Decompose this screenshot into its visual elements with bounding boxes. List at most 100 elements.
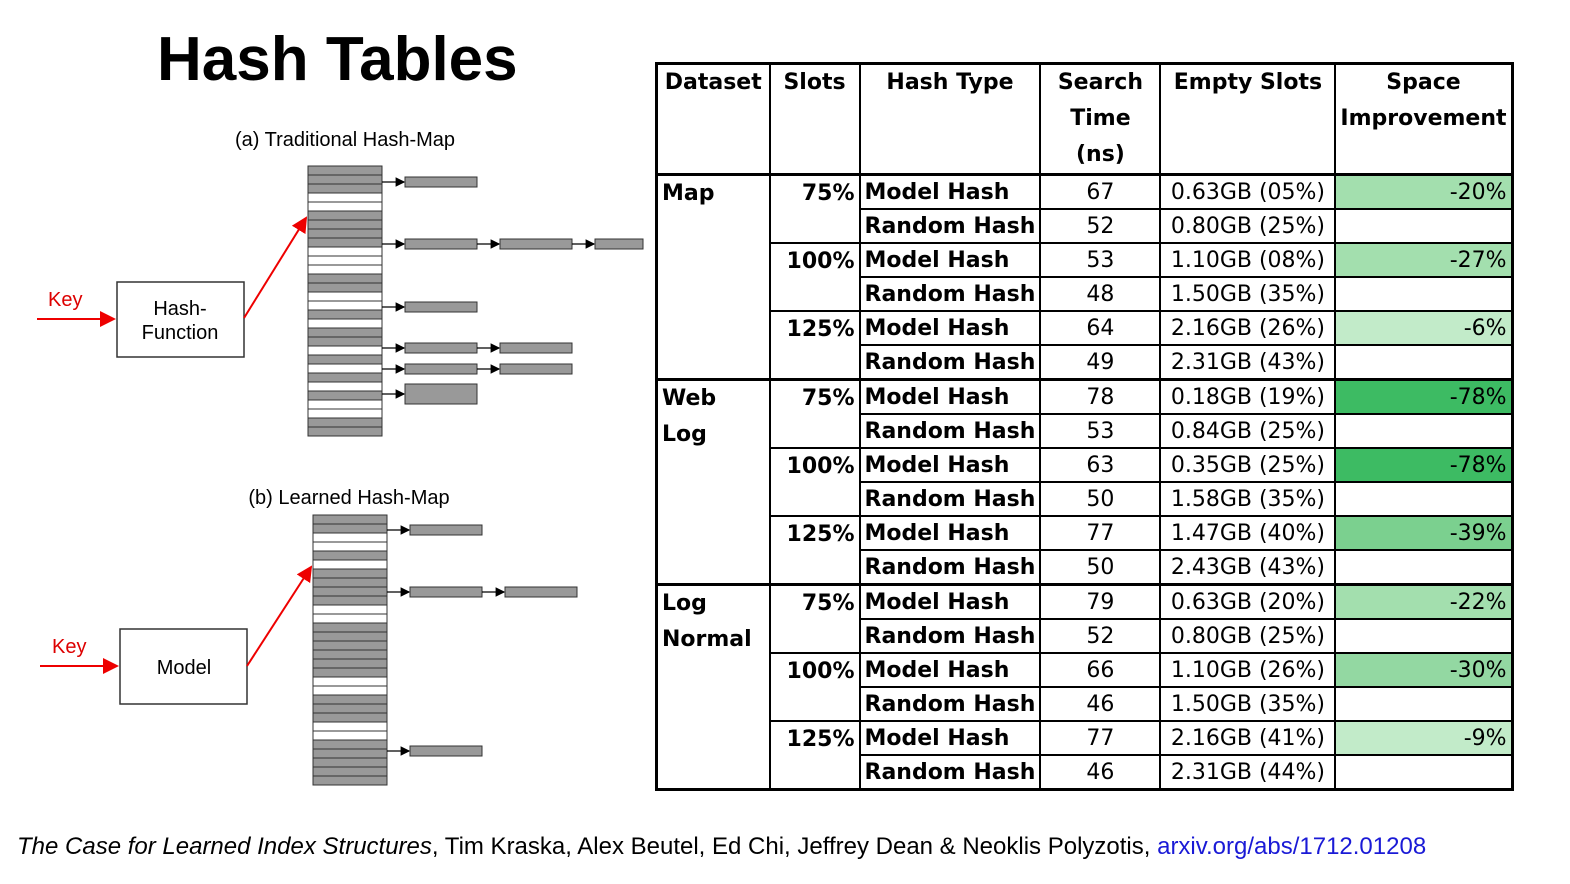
model-box bbox=[119, 628, 248, 705]
table-row: Map 75% Model Hash 67 0.63GB (05%) -20% bbox=[655, 173, 1514, 381]
bucket bbox=[307, 345, 383, 356]
hash-type-cell: Random Hash bbox=[858, 481, 1042, 517]
bucket bbox=[307, 165, 383, 176]
table-row: Web Log 75% Model Hash 78 0.18GB (19%) -78% bbox=[655, 378, 1514, 586]
bucket bbox=[307, 210, 383, 221]
chain-node bbox=[499, 342, 573, 354]
dataset-cell: Log Normal bbox=[655, 583, 771, 791]
bucket bbox=[307, 183, 383, 194]
bucket bbox=[312, 514, 388, 525]
bucket bbox=[307, 408, 383, 419]
hash-type-cell: Random Hash bbox=[858, 618, 1042, 654]
dataset-cell: Web Log bbox=[655, 378, 771, 586]
bucket-array bbox=[307, 165, 644, 437]
citation: The Case for Learned Index Structures, T… bbox=[17, 833, 1426, 861]
bucket bbox=[307, 372, 383, 383]
slots-cell: 125% bbox=[768, 310, 861, 381]
chain-node bbox=[594, 238, 644, 250]
citation-link[interactable]: arxiv.org/abs/1712.01208 bbox=[1157, 833, 1427, 860]
improvement-cell: -39% bbox=[1334, 515, 1514, 551]
bucket bbox=[307, 201, 383, 212]
key-label: Key bbox=[48, 289, 82, 311]
search-time-cell: 52 bbox=[1039, 618, 1162, 654]
bucket bbox=[307, 282, 383, 293]
search-time-cell: 50 bbox=[1039, 481, 1162, 517]
improvement-cell bbox=[1334, 344, 1514, 381]
bucket bbox=[307, 318, 383, 329]
improvement-cell: -22% bbox=[1334, 583, 1514, 620]
chain-node bbox=[409, 524, 483, 536]
improvement-cell: -20% bbox=[1334, 173, 1514, 210]
table-row: 125% Model Hash 77 1.47GB (40%) -39% bbox=[657, 515, 1514, 586]
chain-node bbox=[499, 363, 573, 375]
slide-title: Hash Tables bbox=[157, 25, 518, 94]
bucket bbox=[312, 595, 388, 606]
improvement-cell: -30% bbox=[1334, 652, 1514, 688]
bucket bbox=[307, 363, 383, 374]
bucket-array bbox=[312, 514, 578, 786]
table-row: Random Hash 53 0.84GB (25%) bbox=[657, 413, 1514, 449]
chain-node bbox=[504, 586, 578, 598]
search-time-cell: 67 bbox=[1039, 173, 1162, 210]
hash-type-cell: Random Hash bbox=[858, 344, 1042, 381]
slots-cell: 75% bbox=[768, 583, 861, 654]
citation-title: The Case for Learned Index Structures bbox=[17, 833, 432, 860]
search-time-cell: 53 bbox=[1039, 242, 1162, 278]
slots-cell: 125% bbox=[768, 720, 861, 791]
model-label: Model bbox=[157, 657, 211, 679]
empty-slots-cell: 1.10GB (08%) bbox=[1159, 242, 1337, 278]
bucket bbox=[312, 622, 388, 633]
bucket bbox=[312, 604, 388, 615]
bucket bbox=[312, 649, 388, 660]
bucket bbox=[307, 228, 383, 239]
table-row: 100% Model Hash 53 1.10GB (08%) -27% bbox=[657, 242, 1514, 312]
search-time-cell: 64 bbox=[1039, 310, 1162, 346]
dataset-cell: Map bbox=[655, 173, 771, 381]
bucket bbox=[312, 739, 388, 750]
empty-slots-cell: 0.18GB (19%) bbox=[1159, 378, 1337, 415]
bucket bbox=[307, 300, 383, 311]
search-time-cell: 66 bbox=[1039, 652, 1162, 688]
bucket bbox=[312, 559, 388, 570]
header-cell: Space Improvement bbox=[1334, 62, 1514, 176]
table-row: Random Hash 46 1.50GB (35%) bbox=[657, 686, 1514, 722]
bucket bbox=[307, 273, 383, 284]
chain-node bbox=[404, 383, 478, 405]
empty-slots-cell: 1.58GB (35%) bbox=[1159, 481, 1337, 517]
hash-arrow bbox=[243, 216, 308, 319]
bucket bbox=[312, 586, 388, 597]
header-cell: Empty Slots bbox=[1159, 62, 1337, 176]
search-time-cell: 78 bbox=[1039, 378, 1162, 415]
bucket bbox=[312, 613, 388, 624]
bucket bbox=[307, 255, 383, 266]
empty-slots-cell: 0.84GB (25%) bbox=[1159, 413, 1337, 449]
citation-authors: , Tim Kraska, Alex Beutel, Ed Chi, Jeffr… bbox=[431, 833, 1158, 860]
improvement-cell bbox=[1334, 276, 1514, 312]
empty-slots-cell: 1.10GB (26%) bbox=[1159, 652, 1337, 688]
chain-node bbox=[404, 238, 478, 250]
chain-node bbox=[404, 342, 478, 354]
bucket bbox=[307, 219, 383, 230]
table-row: Random Hash 52 0.80GB (25%) bbox=[657, 208, 1514, 244]
empty-slots-cell: 1.50GB (35%) bbox=[1159, 276, 1337, 312]
improvement-cell bbox=[1334, 549, 1514, 586]
improvement-cell: -9% bbox=[1334, 720, 1514, 756]
hash-type-cell: Random Hash bbox=[858, 413, 1042, 449]
empty-slots-cell: 0.63GB (20%) bbox=[1159, 583, 1337, 620]
bucket bbox=[312, 766, 388, 777]
bucket bbox=[312, 568, 388, 579]
improvement-cell: -78% bbox=[1334, 378, 1514, 415]
bucket bbox=[312, 667, 388, 678]
slots-cell: 100% bbox=[768, 447, 861, 517]
results-table: Dataset Slots Hash Type Search Time (ns) Emp… bbox=[655, 62, 1514, 791]
key-label: Key bbox=[52, 636, 86, 658]
table-row: Random Hash 52 0.80GB (25%) bbox=[657, 618, 1514, 654]
bucket bbox=[312, 712, 388, 723]
bucket bbox=[312, 676, 388, 687]
slots-cell: 75% bbox=[768, 378, 861, 449]
chain-node bbox=[409, 586, 483, 598]
hash-type-cell: Model Hash bbox=[858, 720, 1042, 756]
table-row: Random Hash 48 1.50GB (35%) bbox=[657, 276, 1514, 312]
